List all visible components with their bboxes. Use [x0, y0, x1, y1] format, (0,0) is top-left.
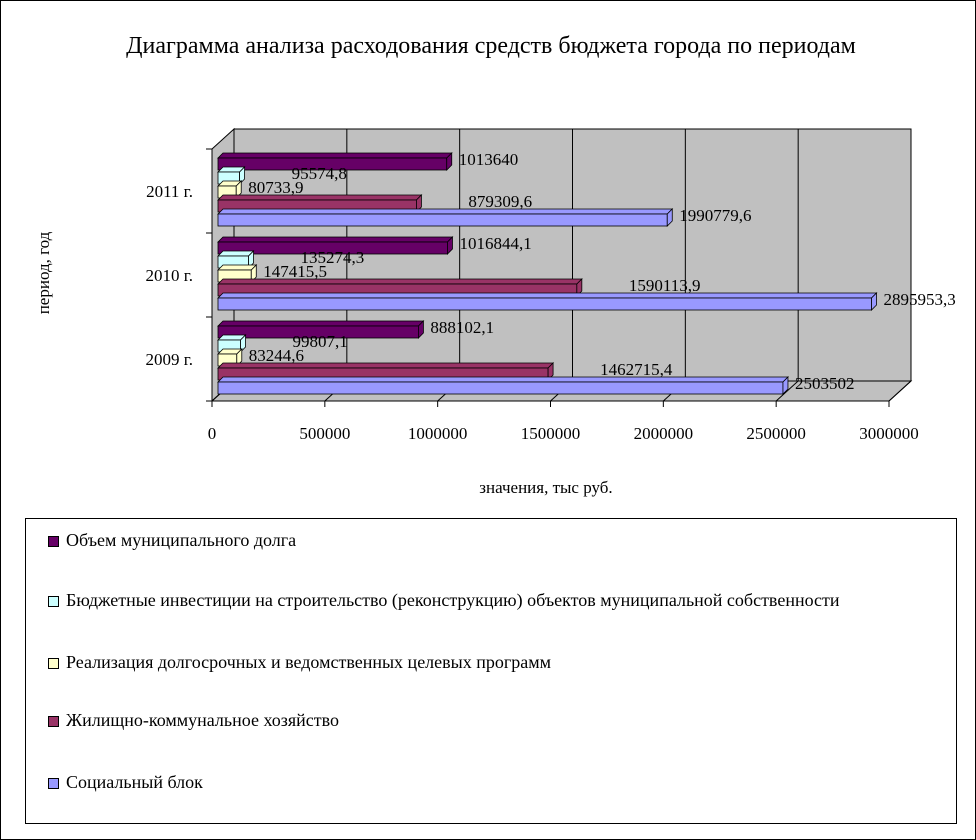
value-label: 99807,1: [293, 332, 348, 351]
bar-end: [236, 348, 243, 367]
floor-grid-line: [775, 380, 799, 402]
bar-top: [217, 362, 555, 369]
y-tick-label: 2010 г.: [145, 266, 193, 285]
legend-marker: [48, 596, 59, 607]
x-tick-label: 2500000: [746, 424, 806, 443]
bar-end: [446, 152, 453, 171]
bar-end: [666, 208, 673, 227]
bar: [217, 320, 425, 339]
bar-top: [217, 208, 674, 215]
value-label: 147415,5: [263, 262, 327, 281]
bar-end: [547, 362, 554, 381]
value-label: 80733,9: [248, 178, 303, 197]
x-tick-label: 1000000: [408, 424, 468, 443]
x-tick-label: 2000000: [634, 424, 694, 443]
bar-end: [447, 236, 453, 255]
legend-label: Социальный блок: [66, 772, 203, 792]
chart: значения, тыс руб. период, год 0 500000 10…: [34, 127, 956, 497]
value-label: 95574,8: [292, 164, 347, 183]
bar-front: [217, 381, 784, 395]
bar-end: [871, 292, 877, 311]
bar-top: [217, 278, 583, 285]
bar: [217, 152, 453, 171]
value-label: 2895953,3: [884, 290, 956, 309]
bar-end: [250, 264, 257, 283]
value-label: 1590113,9: [629, 276, 701, 295]
legend-item: Реализация долгосрочных и ведомственных …: [48, 649, 936, 676]
value-label: 1462715,4: [600, 360, 673, 379]
legend-marker: [48, 658, 59, 669]
value-label: 879309,6: [468, 192, 532, 211]
value-label: 83244,6: [249, 346, 304, 365]
bar-end: [576, 278, 583, 297]
bar: [217, 376, 789, 395]
x-tick-label: 0: [208, 424, 217, 443]
bar-end: [418, 320, 424, 339]
bar-top: [217, 236, 454, 243]
legend-label: Реализация долгосрочных и ведомственных …: [66, 652, 552, 672]
bar-front: [217, 213, 668, 227]
bar-end: [240, 334, 246, 353]
legend-item: Бюджетные инвестиции на строительство (р…: [48, 587, 936, 614]
legend-marker: [48, 778, 59, 789]
bar-front: [217, 297, 872, 311]
x-axis-title: значения, тыс руб.: [479, 478, 612, 497]
value-label: 1990779,6: [679, 206, 751, 225]
legend-label: Объем муниципального долга: [66, 530, 297, 550]
floor-grid-line: [888, 380, 912, 402]
bar-end: [248, 250, 254, 269]
bar-top: [217, 376, 789, 383]
legend-marker: [48, 536, 59, 547]
bar-top: [217, 194, 423, 201]
x-tick-label: 1500000: [521, 424, 581, 443]
x-tick-label: 3000000: [859, 424, 919, 443]
value-label: 888102,1: [430, 318, 494, 337]
legend-label: Жилищно-коммунальное хозяйство: [66, 710, 340, 730]
bar-top: [217, 320, 425, 327]
legend-label: Бюджетные инвестиции на строительство (р…: [66, 590, 840, 610]
value-label: 135274,3: [301, 248, 365, 267]
bar: [217, 236, 454, 255]
x-tick-label: 500000: [299, 424, 350, 443]
value-label: 2503502: [795, 374, 855, 393]
legend-item: Жилищно-коммунальное хозяйство: [48, 707, 936, 734]
bar-top: [217, 264, 258, 271]
bar-top: [217, 292, 878, 299]
legend-marker: [48, 716, 59, 727]
bar-end: [416, 194, 422, 213]
legend-item: Объем муниципального долга: [48, 527, 936, 554]
legend: Объем муниципального долга Бюджетные инве…: [25, 518, 957, 824]
bar-top: [217, 152, 453, 159]
value-label: 1013640: [459, 150, 519, 169]
legend-item: Социальный блок: [48, 769, 936, 796]
y-tick-label: 2011 г.: [146, 182, 193, 201]
bar: [217, 208, 674, 227]
bar-end: [235, 180, 242, 199]
y-tick-label: 2009 г.: [145, 350, 193, 369]
bar-end: [782, 376, 789, 395]
bar: [217, 292, 878, 311]
y-axis-title: период, год: [34, 231, 53, 314]
chart-title: Диаграмма анализа расходования средств б…: [126, 33, 856, 59]
bar-end: [239, 166, 245, 185]
value-label: 1016844,1: [459, 234, 531, 253]
bar-top: [217, 250, 255, 257]
